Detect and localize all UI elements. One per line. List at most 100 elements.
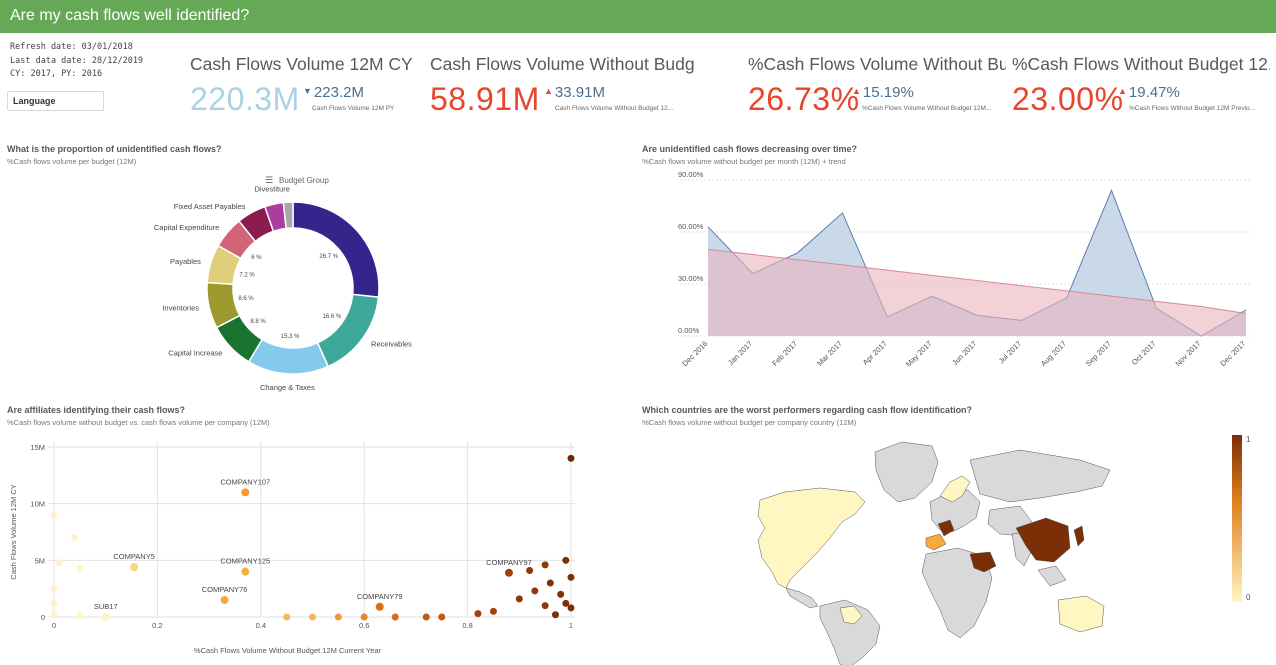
map-color-legend: 1 0 [1232,435,1251,602]
page-title: Are my cash flows well identified? [10,7,250,24]
scatter-point[interactable] [551,611,559,619]
kpi-value: 58.91M [430,81,540,117]
language-label: Language [13,96,56,106]
scatter-point[interactable] [531,587,539,595]
scatter-point[interactable] [50,585,58,593]
scatter-point-labeled[interactable] [504,568,513,577]
period-info: CY: 2017, PY: 2016 [10,69,103,79]
scatter-point-labeled[interactable] [241,567,250,576]
greenland-region [874,441,939,503]
scatter-point[interactable] [526,567,534,575]
kpi-pct-volume-without-budget[interactable]: %Cash Flows Volume Without Bu... 26.73% … [748,54,1008,117]
kpi-cashflows-volume[interactable]: Cash Flows Volume 12M CY 220.3M ▼ 223.2M … [190,54,420,117]
scatter-point[interactable] [334,613,342,621]
slice-pct-label: 6 % [251,255,262,261]
kpi-value: 26.73% [748,81,860,117]
trend-area[interactable] [708,249,1246,336]
x-tick-label: 0.2 [152,621,162,630]
scatter-point[interactable] [71,534,79,542]
scatter-point[interactable] [50,511,58,519]
kpi-pct-without-budget[interactable]: %Cash Flows Without Budget 12... 23.00% … [1012,54,1270,117]
scatter-point[interactable] [567,604,575,612]
world-map[interactable]: 1 0 [640,430,1276,665]
scatter-point[interactable] [55,559,63,567]
x-tick-label: Jun 2017 [950,339,978,367]
triangle-up-icon: ▲ [1118,86,1127,96]
scatter-point[interactable] [567,454,575,462]
donut-slice[interactable] [316,293,380,368]
scatter-point[interactable] [489,607,497,615]
scatter-point[interactable] [438,613,446,621]
list-icon: ☰ [265,175,273,185]
kpi-title: Cash Flows Volume Without Budge... [430,54,695,74]
scatter-point[interactable] [541,561,549,569]
x-tick-label: Sep 2017 [1084,339,1113,368]
scatter-point[interactable] [562,599,570,607]
point-label: SUB17 [94,602,118,611]
south-america-region [819,599,881,665]
scatter-point[interactable] [50,610,58,618]
scatter-point[interactable] [541,602,549,610]
scatter-point[interactable] [76,612,84,620]
point-label: COMPANY97 [486,558,532,567]
scatter-point-labeled[interactable] [220,596,229,604]
triangle-down-icon: ▼ [303,86,312,96]
scatter-subtitle: %Cash flows volume without budget vs. ca… [7,418,270,427]
scatter-point-labeled[interactable] [130,563,139,572]
slice-label: Fixed Asset Payables [174,202,246,211]
x-tick-label: Dec 2017 [1218,339,1247,368]
scatter-point[interactable] [567,573,575,581]
y-tick-label: 0.00% [678,326,700,335]
donut-subtitle: %Cash flows volume per budget (12M) [7,157,137,166]
scatter-point-labeled[interactable] [241,488,250,497]
scatter-point-labeled[interactable] [101,613,110,621]
x-tick-label: 0.4 [256,621,266,630]
area-chart[interactable]: 0.00% 30.00% 60.00% 90.00% Dec 2016 Jan 2017 F… [640,170,1276,400]
scatter-point[interactable] [309,613,316,621]
scatter-chart[interactable]: 0 0.2 0.4 0.6 0.8 1 0 5M 10M 15M %Cash Flows Volum… [0,430,630,665]
scatter-point[interactable] [474,610,482,618]
y-tick-label: 10M [30,500,45,509]
budget-group-legend-button[interactable]: ☰ Budget Group [265,175,329,185]
scatter-point[interactable] [546,579,554,587]
donut-slice[interactable] [282,201,294,230]
scatter-point[interactable] [562,556,570,564]
kpi-compare: ▼ 223.2M [303,84,364,101]
scatter-point[interactable] [50,599,58,607]
scatter-point[interactable] [360,613,368,621]
scatter-point[interactable] [422,613,430,621]
legend-max: 1 [1246,435,1251,444]
slice-label: Receivables [371,339,412,348]
kpi-volume-without-budget[interactable]: Cash Flows Volume Without Budge... 58.91… [430,54,730,117]
donut-chart[interactable]: ☰ Budget Group 26.7 % 16.6 % Receivables 15… [0,170,620,395]
donut-title: What is the proportion of unidentified c… [7,144,222,154]
x-tick-label: Jan 2017 [726,339,754,367]
donut-slice[interactable] [292,201,380,298]
slice-pct-label: 8.6 % [238,296,254,302]
scatter-point-labeled[interactable] [375,602,384,611]
point-label: COMPANY125 [220,557,270,566]
central-america-region [785,587,819,609]
x-tick-label: 0.8 [462,621,472,630]
kpi-compare: ▲ 33.91M [544,84,605,101]
slice-pct-label: 8.8 % [250,319,266,325]
slice-label: Change & Taxes [260,383,315,392]
kpi-title: %Cash Flows Volume Without Bu... [748,54,1006,74]
donut-slice[interactable] [247,338,330,375]
language-filter[interactable]: Language [7,91,104,111]
x-tick-label: May 2017 [904,339,934,369]
scatter-point[interactable] [557,590,565,598]
scatter-point[interactable] [515,595,523,603]
kpi-compare: ▲ 15.19% [852,84,914,101]
x-tick-label: 0 [52,621,56,630]
kpi-compare-label: Cash Flows Volume Without Budget 12... [555,105,674,112]
kpi-value: 220.3M [190,81,300,117]
date-info: Refresh date: 03/01/2018 Last data date:… [10,41,143,82]
scatter-point[interactable] [76,564,84,572]
kpi-value: 23.00% [1012,81,1124,117]
scatter-bg [0,430,630,665]
point-label: COMPANY5 [113,552,155,561]
southeast-asia-region [1037,565,1067,587]
scatter-point[interactable] [391,613,399,621]
scatter-point[interactable] [283,613,291,621]
